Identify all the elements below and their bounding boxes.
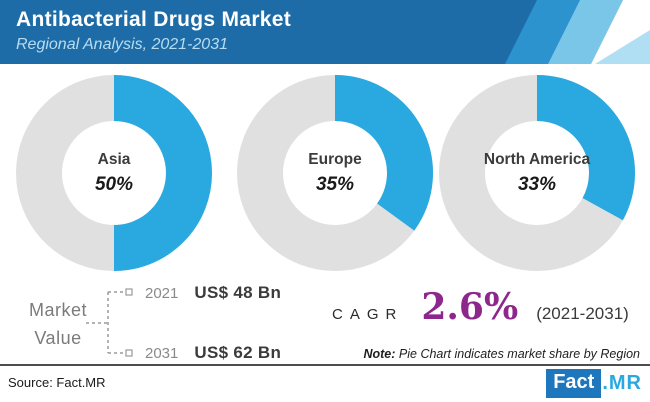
footnote: Note: Pie Chart indicates market share b… [363,347,640,361]
donut-chart-north-america: North America 33% [437,73,637,273]
donut-north-america-center-label: North America 33% [483,123,591,223]
donut-north-america-graphic [439,75,635,271]
market-value-row-2021: 2021 US$ 48 Bn [145,283,281,303]
region-label: Asia [97,150,131,168]
logo-mr-text: .MR [602,372,642,394]
cagr-label: CAGR [332,306,404,323]
donut-europe-graphic [237,75,433,271]
cagr-period: (2021-2031) [536,304,629,323]
value-label: US$ 48 Bn [194,283,282,302]
cagr-value: 2.6% [421,286,519,328]
logo-fact-box: Fact [546,369,602,398]
market-value-label-line2: Value [34,328,82,348]
source-attribution: Source: Fact.MR [8,375,106,390]
year-label: 2031 [145,345,179,362]
market-value-label: Market Value [18,296,98,352]
footnote-prefix: Note: [363,347,396,361]
region-label: North America [483,150,591,168]
donut-chart-asia: Asia 50% [14,73,214,273]
share-value: 35% [315,173,355,195]
page-title: Antibacterial Drugs Market [16,8,292,31]
footer-divider [0,364,650,366]
footnote-text: Pie Chart indicates market share by Regi… [395,347,640,361]
donut-europe-center-label: Europe 35% [285,123,385,223]
donut-asia-graphic [16,75,212,271]
donut-chart-europe: Europe 35% [235,73,435,273]
region-label: Europe [308,150,362,168]
cagr-block: CAGR 2.6% (2021-2031) [332,286,629,328]
header-banner: Antibacterial Drugs Market Regional Anal… [0,0,650,64]
factmr-logo: Fact .MR [546,369,642,398]
year-label: 2021 [145,285,179,302]
header-stripes-graphic [0,0,650,64]
market-value-row-2031: 2031 US$ 62 Bn [145,343,281,363]
share-value: 33% [517,173,557,195]
market-value-bracket [86,288,133,357]
market-value-label-line1: Market [28,300,87,320]
share-value: 50% [94,173,134,195]
value-label: US$ 62 Bn [194,343,282,362]
donut-asia-center-label: Asia 50% [64,123,164,223]
page-subtitle: Regional Analysis, 2021-2031 [16,36,228,53]
